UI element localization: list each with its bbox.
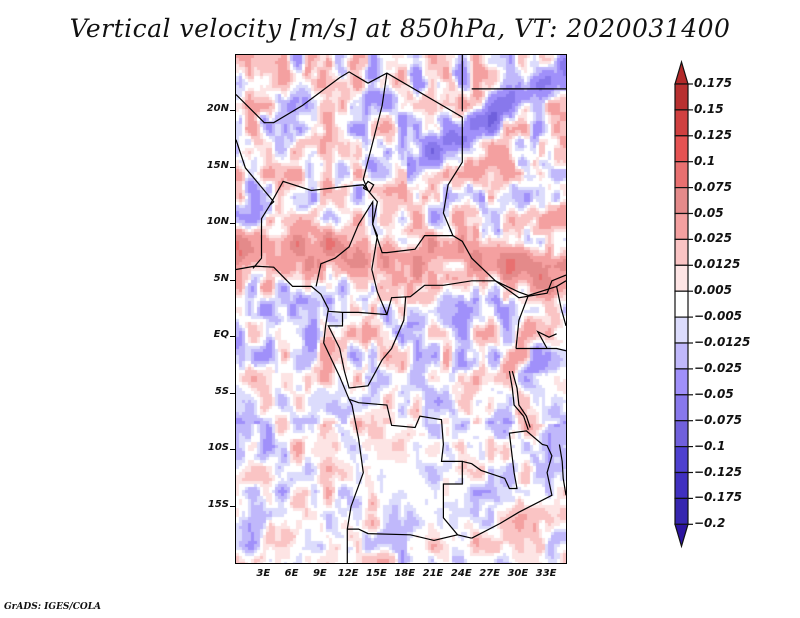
lat-tick-label: 20N xyxy=(206,103,229,115)
lat-tick-label: 15S xyxy=(207,498,229,510)
border-line xyxy=(236,265,364,563)
colorbar-level-label: 0.15 xyxy=(694,101,724,116)
colorbar-segment xyxy=(674,316,689,344)
colorbar-level-label: −0.175 xyxy=(694,490,743,505)
colorbar-segment xyxy=(674,342,689,370)
colorbar-segment xyxy=(674,161,689,189)
colorbar xyxy=(674,59,693,549)
lon-tick-label: 30E xyxy=(507,568,529,579)
colorbar-level-label: −0.05 xyxy=(694,386,734,401)
colorbar-level-label: −0.005 xyxy=(694,309,743,324)
colorbar-level-label: 0.025 xyxy=(694,231,732,246)
colorbar-segment xyxy=(674,109,689,137)
border-line xyxy=(452,235,566,299)
lon-tick-label: 3E xyxy=(256,568,271,579)
colorbar-segment xyxy=(674,497,689,525)
border-line xyxy=(556,286,566,327)
border-line xyxy=(386,280,566,315)
lat-tick-mark xyxy=(230,336,235,338)
colorbar-lower-extend-arrow xyxy=(674,523,689,549)
lat-tick-label: 15N xyxy=(206,159,229,171)
colorbar-segment xyxy=(674,212,689,240)
border-line xyxy=(536,330,557,349)
colorbar-level-label: 0.125 xyxy=(694,127,732,142)
colorbar-segment xyxy=(674,187,689,215)
border-line xyxy=(516,347,566,352)
border-line xyxy=(362,180,375,193)
lon-tick-label: 33E xyxy=(535,568,557,579)
lat-tick-mark xyxy=(230,166,235,168)
border-line xyxy=(362,72,463,254)
border-line xyxy=(511,370,531,428)
colorbar-segment xyxy=(674,368,689,396)
colorbar-segment xyxy=(674,83,689,111)
colorbar-level-label: −0.025 xyxy=(694,360,743,375)
colorbar-segment xyxy=(674,394,689,422)
lat-tick-mark xyxy=(230,392,235,394)
colorbar-level-label: −0.1 xyxy=(694,438,726,453)
lon-tick-label: 12E xyxy=(337,568,359,579)
colorbar-segment xyxy=(674,471,689,499)
lat-tick-label: 10S xyxy=(207,442,229,454)
border-line xyxy=(236,71,369,124)
lon-tick-label: 24E xyxy=(450,568,472,579)
colorbar-level-label: −0.0125 xyxy=(694,335,751,349)
colorbar-level-label: 0.175 xyxy=(694,76,732,90)
colorbar-level-label: 0.05 xyxy=(694,205,724,220)
lat-tick-label: 10N xyxy=(206,216,229,228)
colorbar-upper-extend-arrow xyxy=(674,59,689,85)
lon-tick-label: 18E xyxy=(394,568,416,579)
lat-tick-label: EQ xyxy=(213,329,229,341)
lat-tick-mark xyxy=(230,505,235,507)
lon-tick-label: 21E xyxy=(422,568,444,579)
chart-title: Vertical velocity [m/s] at 850hPa, VT: 2… xyxy=(69,14,731,43)
lat-tick-label: 5N xyxy=(213,272,229,284)
border-line xyxy=(327,296,407,389)
map-plot-area xyxy=(235,54,567,564)
lat-tick-mark xyxy=(230,449,235,451)
colorbar-level-label: 0.0125 xyxy=(694,257,741,272)
colorbar-level-label: 0.005 xyxy=(694,283,732,298)
vertical-velocity-field xyxy=(236,55,566,563)
border-line xyxy=(558,444,566,496)
country-borders xyxy=(236,55,566,563)
lat-tick-mark xyxy=(230,223,235,225)
colorbar-level-label: 0.1 xyxy=(694,153,716,168)
grads-credit: GrADS: IGES/COLA xyxy=(4,602,102,612)
colorbar-segment xyxy=(674,420,689,448)
lat-tick-mark xyxy=(230,279,235,281)
colorbar-level-label: −0.125 xyxy=(694,464,743,479)
colorbar-segment xyxy=(674,264,689,292)
lon-tick-label: 6E xyxy=(284,568,299,579)
border-line xyxy=(348,398,472,539)
lat-tick-label: 5S xyxy=(214,385,229,397)
border-line xyxy=(508,370,529,430)
border-line xyxy=(315,199,388,316)
colorbar-segment xyxy=(674,238,689,266)
border-line xyxy=(347,528,458,542)
colorbar-level-label: −0.075 xyxy=(694,412,743,427)
colorbar-segment xyxy=(674,290,689,318)
border-line xyxy=(236,139,275,269)
border-line xyxy=(515,295,529,349)
colorbar-level-label: −0.2 xyxy=(694,516,726,531)
colorbar-segment xyxy=(674,446,689,474)
colorbar-level-label: 0.075 xyxy=(694,179,732,194)
lon-tick-label: 15E xyxy=(366,568,387,579)
lon-tick-label: 27E xyxy=(479,568,500,579)
colorbar-segment xyxy=(674,135,689,163)
border-line xyxy=(269,180,369,206)
lon-tick-label: 9E xyxy=(312,568,327,579)
lat-tick-mark xyxy=(230,110,235,112)
border-line xyxy=(462,430,553,539)
